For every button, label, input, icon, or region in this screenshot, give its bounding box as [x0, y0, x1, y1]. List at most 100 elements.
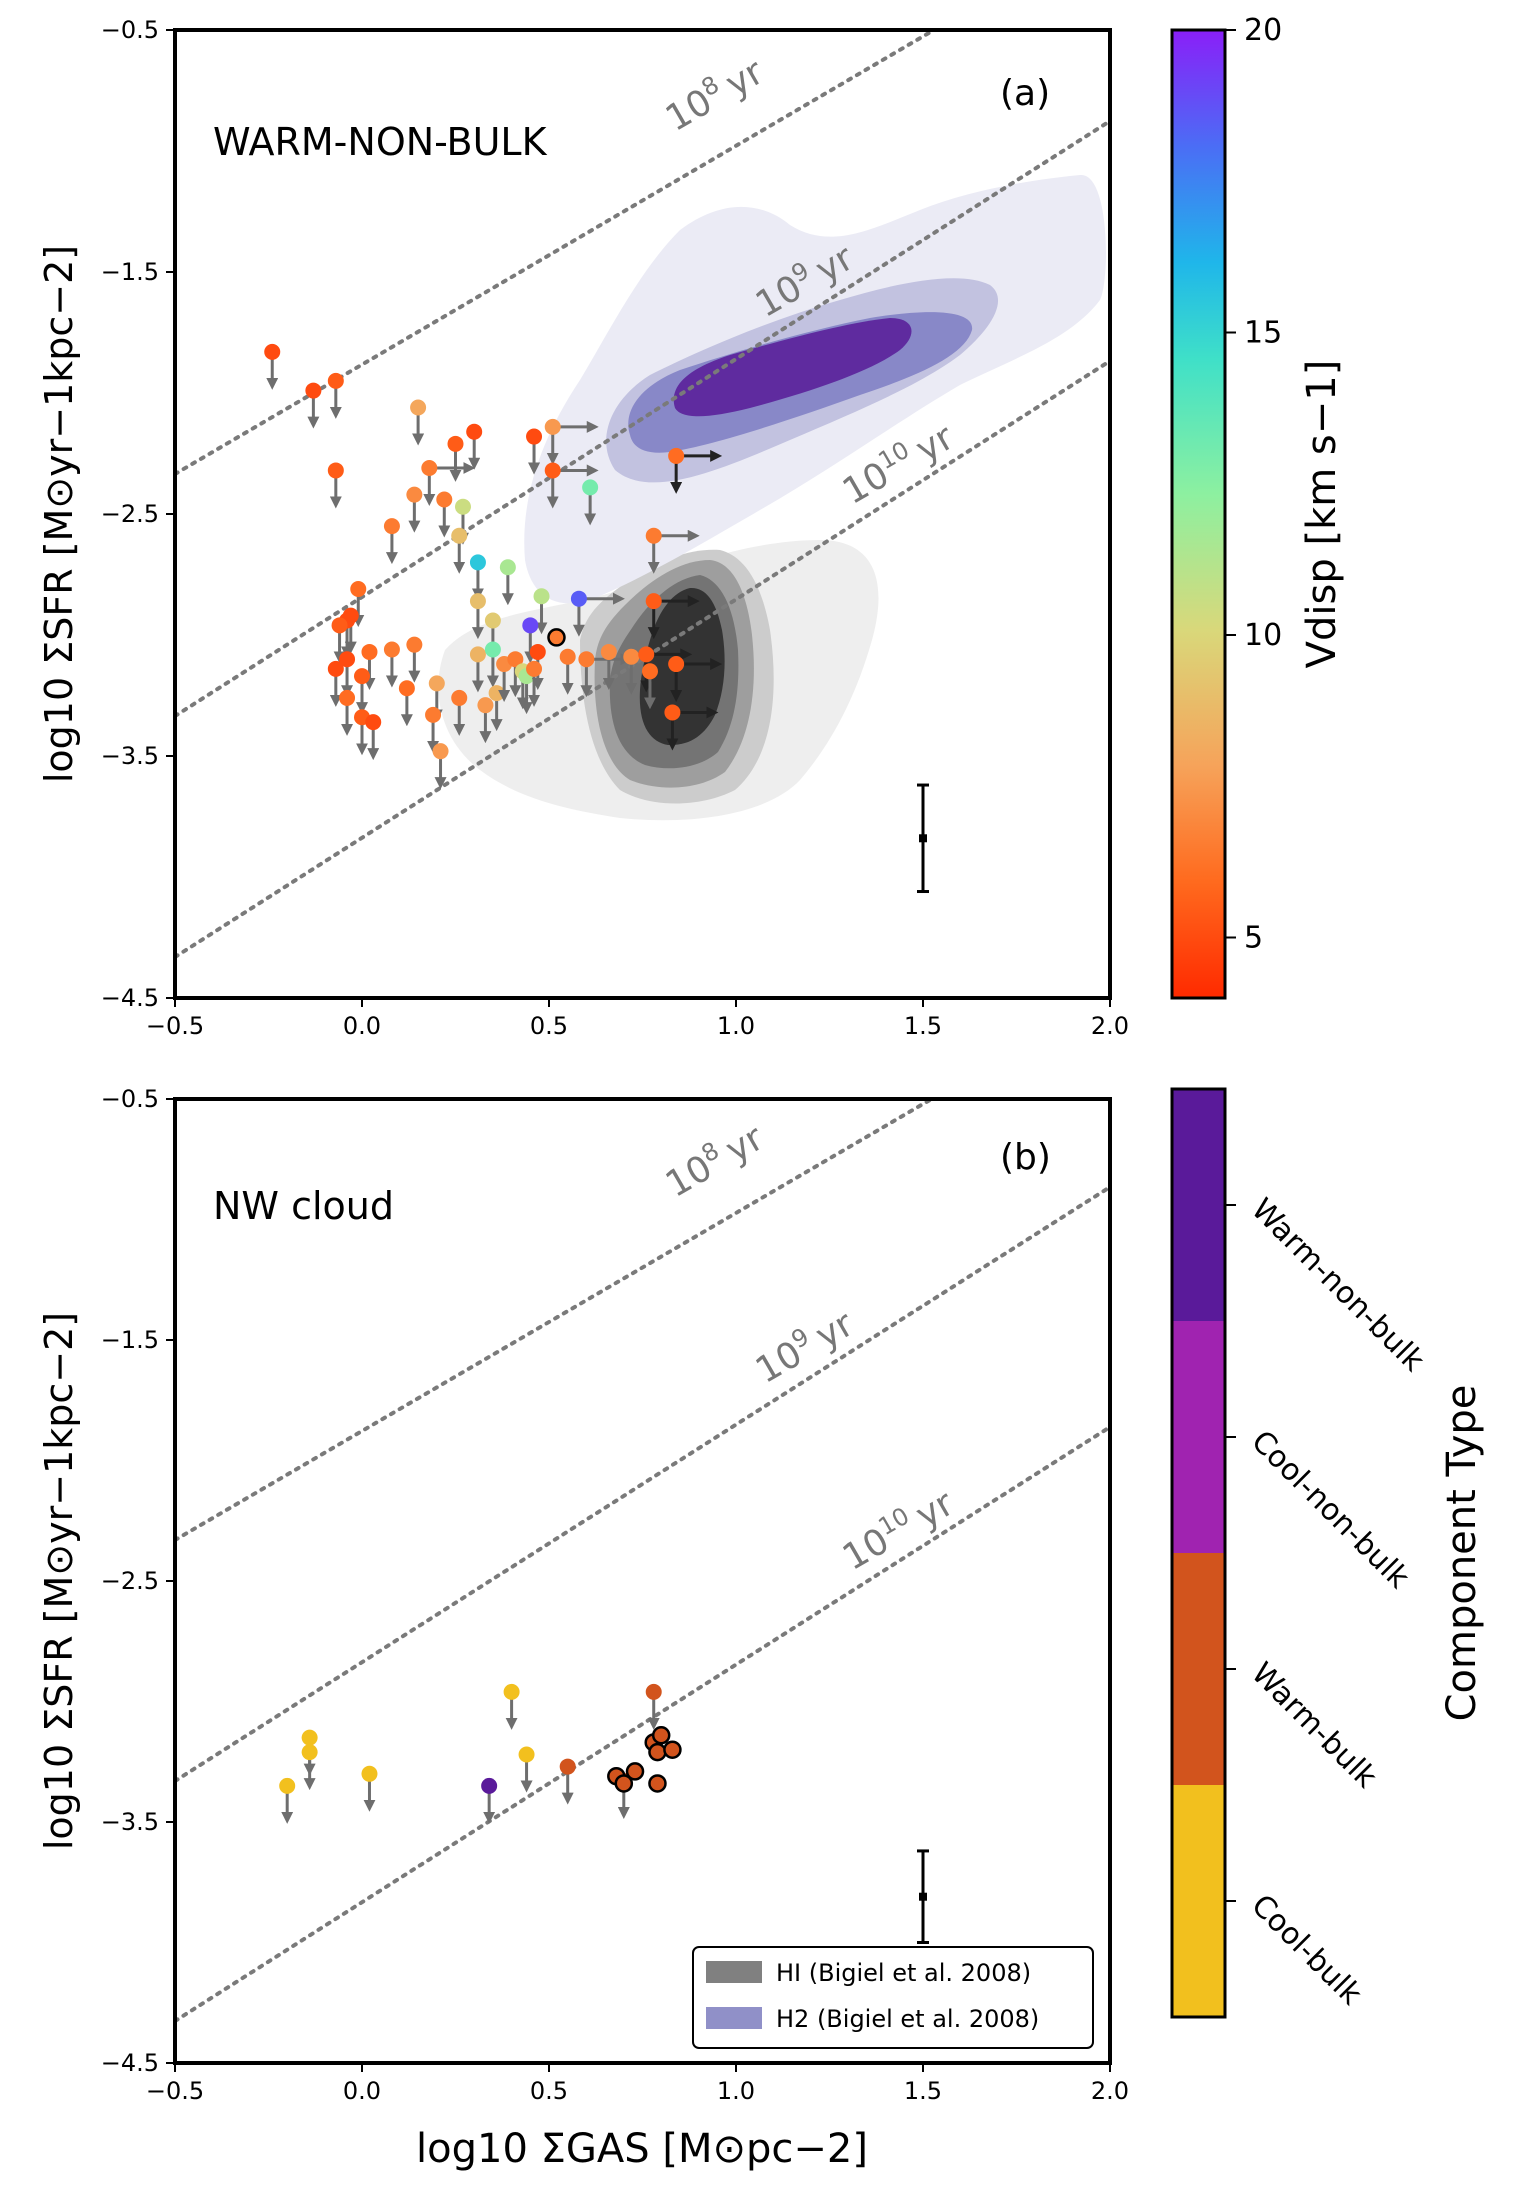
- panel-b-points: [279, 1683, 682, 1824]
- colorbar-category-label: Warm-bulk: [1244, 1656, 1384, 1796]
- data-point: [544, 462, 561, 479]
- colorbar-vdisp-ticks: 5 10 15 20: [1225, 13, 1282, 956]
- panel-a-label: (a): [1000, 73, 1050, 114]
- depletion-label-1e9: 109yr: [747, 1300, 861, 1392]
- data-point: [301, 1729, 318, 1746]
- data-point: [507, 651, 524, 668]
- data-point: [361, 643, 378, 660]
- depletion-line-1e8: [175, 1099, 936, 1542]
- colorbar-swatch: [1172, 1321, 1225, 1553]
- y-tick-label: −4.5: [101, 984, 159, 1012]
- data-point: [339, 689, 356, 706]
- data-point: [436, 491, 453, 508]
- data-point: [518, 1746, 535, 1763]
- legend-swatch-h2: [706, 2007, 762, 2029]
- data-point: [383, 641, 400, 658]
- depletion-line-1e10: [175, 1425, 1110, 2023]
- data-point: [469, 646, 486, 663]
- data-point: [301, 1744, 318, 1761]
- data-point: [410, 399, 427, 416]
- y-tick-label: −2.5: [101, 500, 159, 528]
- x-tick-label: 1.0: [717, 1012, 755, 1040]
- x-tick-label: 0.0: [343, 2077, 381, 2105]
- panel-b-contours: [438, 1244, 1106, 1889]
- data-point: [451, 689, 468, 706]
- y-tick-label: −4.5: [101, 2049, 159, 2077]
- data-point: [361, 1765, 378, 1782]
- h2-contour-outer: [524, 1244, 1106, 1672]
- legend: HI (Bigiel et al. 2008) H2 (Bigiel et al…: [692, 1946, 1094, 2049]
- colorbar-component-type: Cool-bulk Warm-bulk Cool-non-bulk Warm-non-…: [1170, 1087, 1485, 2019]
- data-point: [481, 1777, 498, 1794]
- data-point: [425, 706, 442, 723]
- data-point: [638, 646, 655, 663]
- x-tick-label: 2.0: [1091, 2077, 1129, 2105]
- data-point: [503, 1683, 520, 1700]
- colorbar-component-label: Component Type: [1439, 1385, 1485, 1722]
- data-point: [432, 743, 449, 760]
- x-tick-label: −0.5: [146, 1012, 204, 1040]
- data-point: [648, 1774, 667, 1793]
- y-tick-label: −3.5: [101, 742, 159, 770]
- colorbar-swatch: [1172, 1089, 1225, 1321]
- y-tick-label: −1.5: [101, 1326, 159, 1354]
- data-point: [600, 643, 617, 660]
- data-point: [559, 648, 576, 665]
- data-point: [664, 704, 681, 721]
- data-point: [625, 1762, 645, 1781]
- data-point: [663, 1740, 682, 1759]
- data-point: [484, 612, 501, 629]
- panel-a-h2-contours: [524, 174, 1106, 604]
- data-point: [522, 617, 539, 634]
- y-tick-label: −0.5: [101, 1085, 159, 1113]
- data-point: [406, 636, 423, 653]
- error-bar-marker: [919, 1892, 927, 1901]
- data-point: [547, 628, 566, 647]
- colorbar-category-label: Cool-bulk: [1244, 1888, 1369, 2013]
- colorbar-tick-label: 10: [1244, 618, 1282, 653]
- colorbar-tick-label: 5: [1244, 921, 1263, 956]
- data-point: [529, 643, 546, 660]
- h2-contour-4: [674, 1387, 912, 1485]
- data-point: [365, 714, 382, 731]
- data-point: [614, 1774, 634, 1793]
- data-point: [559, 1758, 576, 1775]
- data-point: [383, 518, 400, 535]
- h2-contour-4: [673, 318, 912, 417]
- depletion-label-1e8: 108yr: [657, 48, 771, 140]
- depletion-label-1e8: 108yr: [657, 1114, 771, 1206]
- data-point: [668, 656, 685, 673]
- data-point: [570, 590, 587, 607]
- data-point: [641, 663, 658, 680]
- data-point: [327, 660, 344, 677]
- data-point: [305, 382, 322, 399]
- legend-label-hi: HI (Bigiel et al. 2008): [776, 1959, 1031, 1987]
- colorbar-vdisp-label: Vdisp [km s−1]: [1299, 360, 1345, 669]
- data-point: [477, 697, 494, 714]
- data-point: [339, 651, 356, 668]
- colorbar-swatch: [1172, 1553, 1225, 1785]
- data-point: [279, 1777, 296, 1794]
- x-tick-label: 0.5: [530, 2077, 568, 2105]
- data-point: [645, 527, 662, 544]
- data-point: [469, 554, 486, 571]
- error-bar-marker: [919, 834, 927, 843]
- data-point: [469, 593, 486, 610]
- data-point: [327, 462, 344, 479]
- colorbar-component-ticks: Cool-bulk Warm-bulk Cool-non-bulk Warm-non-…: [1225, 1192, 1431, 2013]
- data-point: [354, 668, 370, 685]
- data-point: [421, 460, 438, 477]
- data-point: [454, 498, 471, 515]
- legend-label-h2: H2 (Bigiel et al. 2008): [776, 2005, 1039, 2033]
- data-point: [484, 641, 501, 658]
- legend-box: [692, 1946, 1094, 2049]
- data-point: [406, 486, 423, 503]
- panel-a-title: WARM-NON-BULK: [213, 120, 548, 164]
- colorbar-component-swatches: [1172, 1089, 1225, 2017]
- data-point: [645, 593, 662, 610]
- data-point: [451, 527, 468, 544]
- data-point: [499, 559, 516, 576]
- data-point: [533, 588, 550, 605]
- panel-b-xlabel: log10 ΣGAS [M⊙pc−2]: [416, 2126, 868, 2172]
- legend-swatch-hi: [706, 1961, 762, 1983]
